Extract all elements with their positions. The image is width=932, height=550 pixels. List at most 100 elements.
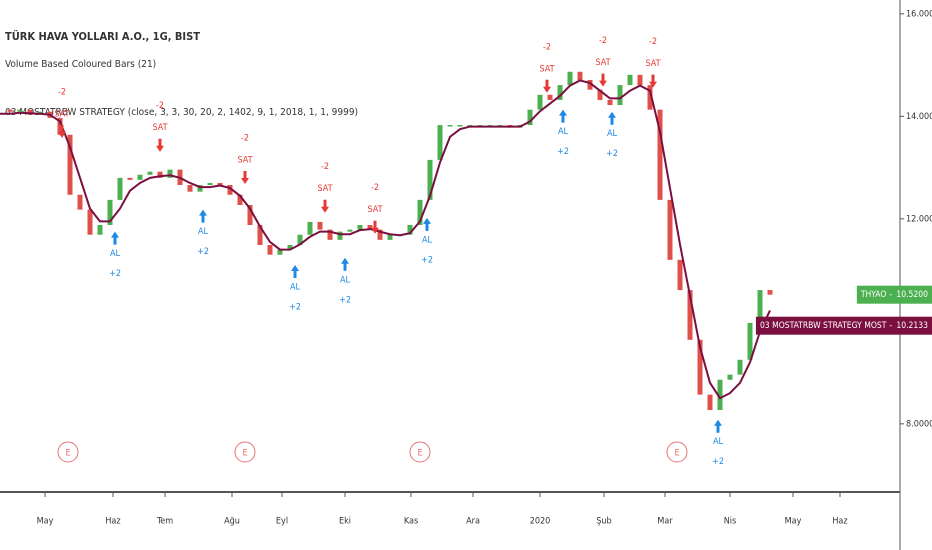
candle — [297, 234, 303, 245]
signal-qty: +2 — [197, 247, 209, 257]
x-tick-label: Tem — [156, 517, 173, 527]
candle — [247, 205, 253, 225]
signal-label: AL — [290, 282, 301, 292]
signal-label: SAT — [595, 58, 610, 68]
buy-arrow — [291, 264, 299, 278]
candle — [527, 109, 533, 126]
candle — [627, 74, 633, 86]
price-tag-name: THYAO — [860, 290, 887, 300]
event-marker — [57, 441, 79, 463]
candle — [357, 224, 363, 230]
candle — [407, 224, 413, 235]
candle — [167, 169, 173, 178]
candle — [387, 234, 393, 240]
signal-label: SAT — [645, 59, 660, 69]
sell-arrow — [156, 138, 164, 152]
buy-arrow — [111, 231, 119, 245]
signal-qty: -2 — [321, 162, 329, 172]
sell-arrow — [649, 74, 657, 88]
candle — [107, 199, 113, 225]
x-tick-label: Mar — [657, 517, 673, 527]
signal-label: SAT — [367, 205, 382, 215]
candle — [577, 71, 583, 80]
signal-label: SAT — [539, 64, 554, 74]
event-label: E — [65, 449, 70, 459]
candle — [127, 177, 133, 180]
y-tick-label: 12.0000 — [906, 214, 932, 224]
candle — [157, 171, 163, 178]
candle — [267, 244, 273, 255]
signal-qty: -2 — [58, 87, 66, 97]
signal-qty: +2 — [557, 147, 569, 157]
x-tick-label: Şub — [596, 517, 611, 527]
signal-label: SAT — [152, 123, 167, 133]
price-tag-name: 03 MOSTATRBW STRATEGY MOST — [760, 321, 887, 331]
x-tick-label: May — [37, 517, 54, 527]
signal-label: AL — [713, 437, 724, 447]
candle — [677, 259, 683, 291]
buy-arrow — [714, 419, 722, 433]
price-tag-value: 10.2133 — [896, 321, 928, 331]
candle — [137, 174, 143, 180]
buy-arrow — [423, 217, 431, 231]
buy-arrow — [608, 111, 616, 125]
signal-qty: +2 — [289, 302, 301, 312]
candle — [547, 94, 553, 100]
candle — [317, 221, 323, 230]
y-tick-label: 16.0000 — [906, 9, 932, 19]
sell-arrow — [543, 79, 551, 93]
candle — [757, 290, 763, 323]
x-tick-label: Haz — [105, 517, 120, 527]
x-tick-label: Nis — [724, 517, 737, 527]
candle — [727, 374, 733, 380]
candle — [717, 379, 723, 410]
signal-qty: -2 — [241, 133, 249, 143]
signal-qty: +2 — [109, 269, 121, 279]
event-label: E — [242, 449, 247, 459]
signal-qty: +2 — [712, 457, 724, 467]
candle — [287, 244, 293, 250]
candle — [337, 231, 343, 240]
candle — [97, 224, 103, 235]
price-tag-sep: - — [889, 290, 892, 300]
candle — [447, 125, 453, 127]
signal-label: AL — [340, 275, 351, 285]
signal-qty: -2 — [649, 37, 657, 47]
x-tick-label: 2020 — [530, 517, 551, 527]
signal-label: AL — [110, 249, 121, 259]
signal-label: SAT — [54, 109, 69, 119]
buy-arrow — [341, 257, 349, 271]
event-marker — [409, 441, 431, 463]
candle — [537, 94, 543, 110]
x-tick-label: May — [785, 517, 802, 527]
signal-qty: +2 — [421, 255, 433, 265]
candle — [657, 109, 663, 200]
signal-label: AL — [558, 127, 569, 137]
signal-qty: +2 — [606, 149, 618, 159]
signal-qty: -2 — [543, 42, 551, 52]
candle — [147, 171, 153, 175]
price-tag-sep: - — [889, 321, 892, 331]
candle — [77, 194, 83, 210]
candle — [187, 185, 193, 192]
candle — [607, 99, 613, 106]
sell-arrow — [241, 170, 249, 184]
candle — [307, 221, 313, 235]
candle — [557, 85, 563, 100]
signal-label: SAT — [237, 155, 252, 165]
signal-label: AL — [198, 227, 209, 237]
candle — [87, 209, 93, 235]
candle — [347, 229, 353, 232]
buy-arrow — [559, 109, 567, 123]
candle — [567, 71, 573, 86]
chart-title: TÜRK HAVA YOLLARI A.O., 1G, BIST — [5, 29, 200, 43]
candle — [597, 89, 603, 100]
candle — [647, 85, 653, 110]
price-tag — [755, 316, 932, 335]
sell-arrow — [321, 199, 329, 213]
buy-arrow — [199, 209, 207, 223]
signal-label: AL — [607, 129, 618, 139]
candle — [67, 134, 73, 195]
price-tag — [856, 285, 932, 304]
candle — [207, 182, 213, 186]
